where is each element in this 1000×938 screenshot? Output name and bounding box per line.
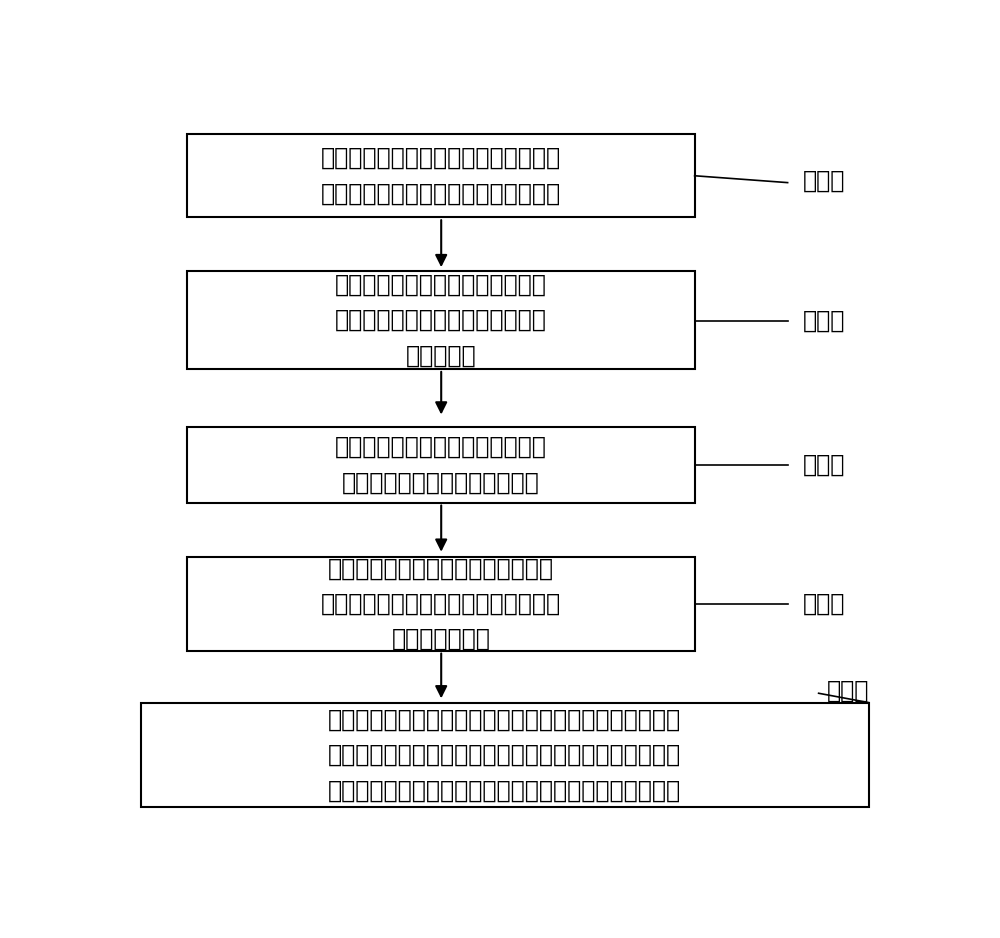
Bar: [187, 271, 695, 369]
Bar: [140, 703, 869, 808]
Text: 对步骤二剩余蓄电池进行至少一次
的充放电循环，获得充放电容量: 对步骤二剩余蓄电池进行至少一次 的充放电循环，获得充放电容量: [335, 435, 547, 494]
Text: 步骤一: 步骤一: [803, 169, 846, 193]
Text: 步骤四: 步骤四: [803, 592, 846, 615]
Bar: [187, 557, 695, 651]
Bar: [187, 134, 695, 218]
Text: 步骤二: 步骤二: [803, 309, 846, 333]
Text: 对步骤四剩余的蓄电池进行真空漏率测试，将全跳动值、
质量变化、充放电容量变化或开路电压变化异常的蓄电池
淘汰，剩余的锂离子蓄电池为筛选后获得的锂离子蓄电池: 对步骤四剩余的蓄电池进行真空漏率测试，将全跳动值、 质量变化、充放电容量变化或开…: [328, 707, 681, 802]
Bar: [187, 427, 695, 503]
Text: 步骤五: 步骤五: [826, 678, 869, 703]
Text: 步骤三: 步骤三: [803, 453, 846, 477]
Text: 对步骤一剩余的锂离子蓄电池进行
电化学特性测试，测量所有蓄电池
的开路电压: 对步骤一剩余的锂离子蓄电池进行 电化学特性测试，测量所有蓄电池 的开路电压: [335, 273, 547, 368]
Text: 对步骤三中的蓄电池进行振动测试，
淘汰开路电压变化异常或充放电容量变
化异常的蓄电池: 对步骤三中的蓄电池进行振动测试， 淘汰开路电压变化异常或充放电容量变 化异常的蓄…: [321, 556, 561, 651]
Text: 对所有待筛选的锂离子蓄电池进行物理
特性测试，淘汰全跳动值异常的蓄电池: 对所有待筛选的锂离子蓄电池进行物理 特性测试，淘汰全跳动值异常的蓄电池: [321, 146, 561, 205]
